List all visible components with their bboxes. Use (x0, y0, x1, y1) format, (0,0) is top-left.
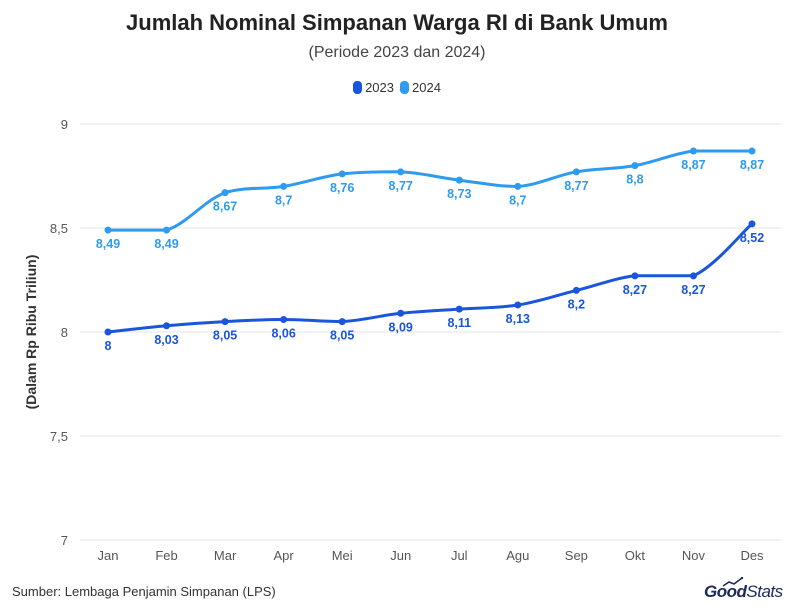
data-label-2024: 8,76 (330, 181, 354, 195)
data-point-2024 (397, 168, 405, 176)
data-point-2024 (455, 176, 463, 184)
data-point-2024 (280, 182, 288, 190)
data-label-2023: 8,52 (740, 231, 764, 245)
x-tick-label: Nov (682, 548, 706, 563)
data-label-2023: 8,2 (568, 297, 585, 311)
legend-label-2023: 2023 (365, 80, 394, 95)
y-tick-label: 8,5 (50, 221, 68, 236)
data-point-2023 (163, 322, 171, 330)
y-tick-label: 8 (61, 325, 68, 340)
data-point-2024 (514, 182, 522, 190)
source-note: Sumber: Lembaga Penjamin Simpanan (LPS) (12, 584, 276, 599)
data-point-2023 (455, 305, 463, 313)
data-label-2023: 8,27 (681, 283, 705, 297)
x-tick-label: Des (740, 548, 764, 563)
data-label-2023: 8,06 (271, 327, 295, 341)
data-label-2024: 8,49 (154, 237, 178, 251)
y-tick-label: 7 (61, 533, 68, 548)
data-label-2024: 8,87 (681, 158, 705, 172)
data-label-2024: 8,8 (626, 173, 643, 187)
x-tick-label: Feb (155, 548, 177, 563)
y-axis-title: (Dalam Rp Ribu Triliun) (23, 255, 39, 410)
x-tick-label: Mar (214, 548, 237, 563)
chart-legend: 2023 2024 (0, 80, 794, 95)
data-label-2023: 8 (105, 339, 112, 353)
series-line-2023 (106, 222, 754, 334)
data-point-2024 (104, 226, 112, 234)
chart-title: Jumlah Nominal Simpanan Warga RI di Bank… (126, 10, 668, 35)
data-point-2023 (514, 301, 522, 309)
data-point-2023 (397, 309, 405, 317)
data-label-2024: 8,7 (509, 193, 526, 207)
data-point-2023 (104, 328, 112, 336)
legend-label-2024: 2024 (412, 80, 441, 95)
data-point-2024 (689, 147, 697, 155)
legend-swatch-2023 (353, 81, 363, 94)
data-point-2024 (221, 189, 229, 197)
data-label-2024: 8,73 (447, 187, 471, 201)
data-point-2024 (163, 226, 171, 234)
data-point-2024 (631, 162, 639, 170)
data-point-2023 (748, 220, 756, 228)
data-label-2024: 8,77 (389, 179, 413, 193)
x-tick-label: Sep (565, 548, 588, 563)
data-point-2023 (338, 318, 346, 326)
data-label-2024: 8,87 (740, 158, 764, 172)
x-tick-label: Apr (274, 548, 295, 563)
data-point-2024 (572, 168, 580, 176)
brand-good: Good (704, 582, 747, 601)
data-label-2023: 8,09 (389, 320, 413, 334)
x-tick-label: Okt (625, 548, 646, 563)
x-tick-label: Mei (332, 548, 353, 563)
y-tick-label: 7,5 (50, 429, 68, 444)
data-label-2024: 8,77 (564, 179, 588, 193)
data-point-2024 (748, 147, 756, 155)
data-point-2024 (338, 170, 346, 178)
legend-swatch-2024 (400, 81, 409, 94)
data-point-2023 (689, 272, 697, 280)
x-tick-label: Jan (98, 548, 119, 563)
data-label-2023: 8,11 (447, 316, 471, 330)
data-point-2023 (631, 272, 639, 280)
data-label-2023: 8,05 (213, 329, 237, 343)
series-line-2024 (106, 149, 754, 232)
data-point-2023 (280, 316, 288, 324)
legend-item-2024[interactable]: 2024 (400, 80, 441, 95)
brand-chart-icon (722, 577, 744, 587)
data-point-2023 (221, 318, 229, 326)
data-label-2024: 8,67 (213, 200, 237, 214)
brand-stats: Stats (746, 582, 783, 601)
data-label-2024: 8,49 (96, 237, 120, 251)
brand-logo: Good Stats (704, 582, 783, 602)
chart-subtitle: (Periode 2023 dan 2024) (308, 44, 486, 61)
x-tick-label: Jul (451, 548, 468, 563)
y-tick-label: 9 (61, 117, 68, 132)
data-label-2023: 8,13 (506, 312, 530, 326)
data-label-2024: 8,7 (275, 193, 292, 207)
data-label-2023: 8,03 (154, 333, 178, 347)
data-label-2023: 8,05 (330, 329, 354, 343)
x-tick-label: Jun (390, 548, 411, 563)
x-tick-label: Agu (506, 548, 529, 563)
data-point-2023 (572, 286, 580, 294)
data-label-2023: 8,27 (623, 283, 647, 297)
legend-item-2023[interactable]: 2023 (353, 80, 394, 95)
